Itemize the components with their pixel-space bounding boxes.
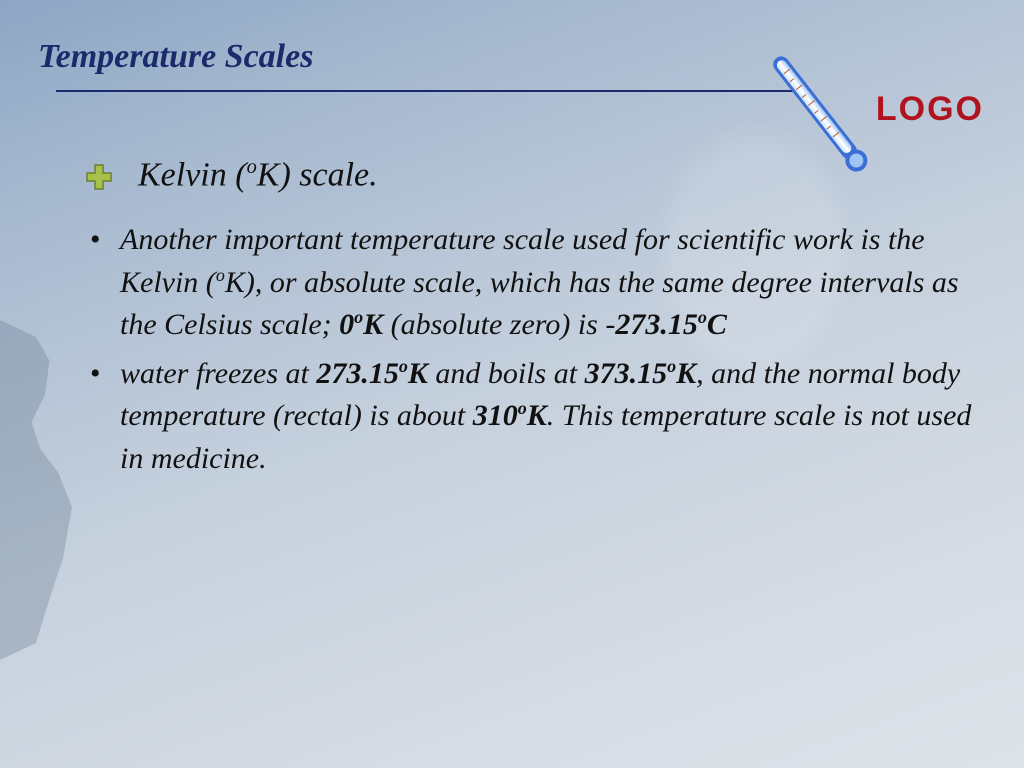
text-run: and boils at xyxy=(428,357,585,390)
bold-part: 0 xyxy=(339,308,354,341)
content-area: Kelvin (oK) scale. Another important tem… xyxy=(38,156,986,481)
bold-run: 273.15oC xyxy=(615,308,727,341)
slide: Temperature Scales xyxy=(0,0,1024,768)
bullet-item: Another important temperature scale used… xyxy=(120,219,976,347)
slide-title: Temperature Scales xyxy=(38,38,986,76)
logo-text: LOGO xyxy=(876,90,984,129)
bullet-item: water freezes at 273.15oK and boils at 3… xyxy=(120,353,976,481)
text-run: (absolute zero) is - xyxy=(383,308,615,341)
heading-row: Kelvin (oK) scale. xyxy=(84,156,976,197)
bold-part: K xyxy=(676,357,696,390)
title-rule-wrap xyxy=(56,90,806,92)
text-run: water freezes at xyxy=(120,357,316,390)
bold-run: 373.15oK xyxy=(585,357,697,390)
plus-icon xyxy=(84,162,114,197)
heading-part: K) scale. xyxy=(257,156,378,193)
bold-sup: o xyxy=(518,398,527,418)
heading-sup: o xyxy=(247,156,257,178)
bold-run: 273.15oK xyxy=(316,357,428,390)
bold-part: K xyxy=(408,357,428,390)
bold-part: C xyxy=(707,308,727,341)
title-rule xyxy=(56,90,806,92)
bold-part: 273.15 xyxy=(615,308,698,341)
bold-part: 373.15 xyxy=(585,357,668,390)
bold-sup: o xyxy=(698,307,707,327)
sup-run: o xyxy=(216,265,225,285)
bold-sup: o xyxy=(399,356,408,376)
bold-part: K xyxy=(527,399,547,432)
bold-part: 310 xyxy=(473,399,518,432)
bold-sup: o xyxy=(354,307,363,327)
bold-run: 0oK xyxy=(339,308,383,341)
bold-part: 273.15 xyxy=(316,357,399,390)
bold-run: 310oK xyxy=(473,399,547,432)
heading: Kelvin (oK) scale. xyxy=(138,156,378,194)
bold-sup: o xyxy=(667,356,676,376)
heading-part: Kelvin ( xyxy=(138,156,247,193)
bold-part: K xyxy=(363,308,383,341)
bullet-list: Another important temperature scale used… xyxy=(84,219,976,481)
